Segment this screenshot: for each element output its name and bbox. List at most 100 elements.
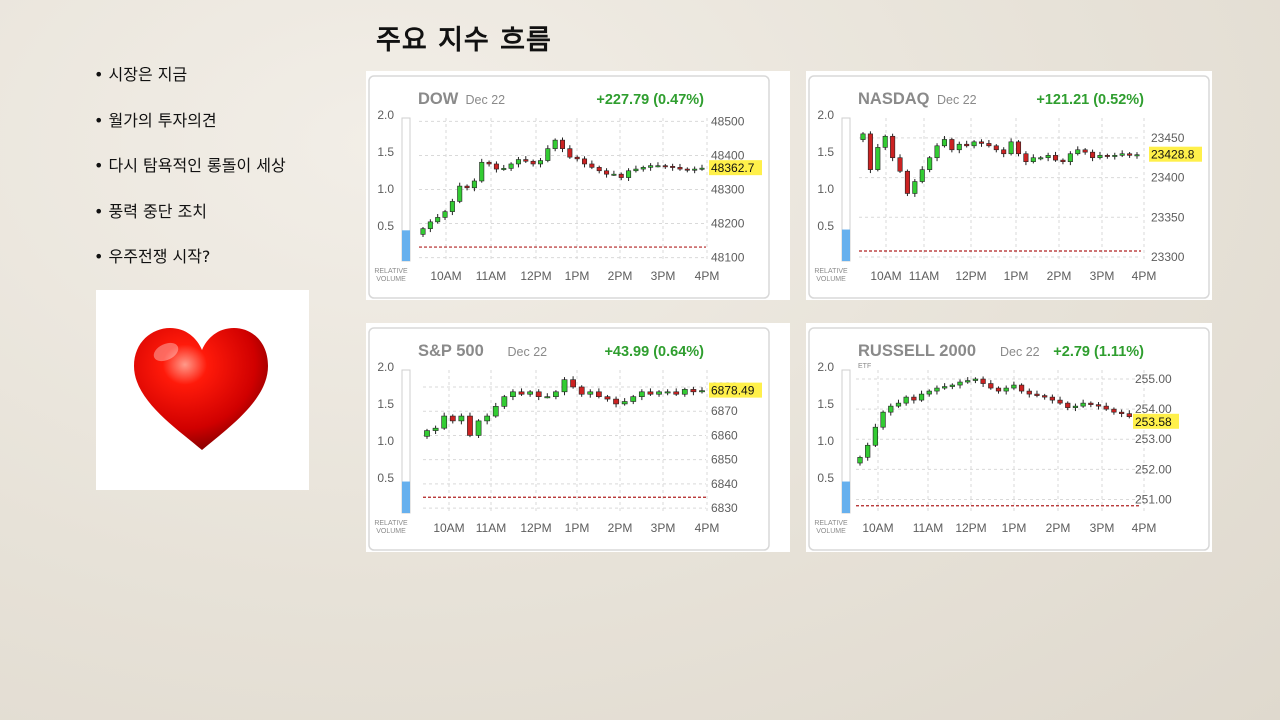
candle-body: [1104, 155, 1110, 157]
candle-body: [986, 143, 992, 147]
candle-body: [919, 169, 925, 182]
candle-body: [865, 444, 871, 458]
candle-body: [690, 389, 697, 393]
volume-label: VOLUME: [376, 276, 406, 283]
candle-body: [1045, 155, 1051, 159]
candle-body: [527, 391, 534, 395]
candle-body: [677, 167, 683, 170]
y-tick-label: 251.00: [1135, 492, 1172, 506]
x-tick-label: 1PM: [565, 521, 590, 535]
candle-body: [912, 181, 918, 194]
y-tick-label: 254.00: [1135, 402, 1172, 416]
candle-body: [479, 161, 485, 182]
chart-frame: [808, 75, 1210, 299]
candle-body: [988, 383, 994, 389]
x-tick-label: 2PM: [1046, 521, 1071, 535]
x-tick-label: 1PM: [565, 269, 590, 283]
candle-body: [927, 157, 933, 170]
x-tick-label: 4PM: [695, 521, 720, 535]
candle-body: [582, 158, 588, 165]
volume-tick-label: 1.0: [377, 434, 394, 448]
candle-body: [1018, 384, 1025, 392]
chart-date: Dec 22: [466, 93, 506, 107]
volume-label: VOLUME: [816, 276, 846, 283]
x-tick-label: 12PM: [520, 269, 551, 283]
candle-body: [424, 430, 430, 437]
y-tick-label: 48100: [711, 251, 745, 265]
candle-body: [1082, 149, 1088, 153]
candle-body: [535, 391, 542, 397]
volume-label: RELATIVE: [814, 268, 848, 275]
candle-body: [1134, 154, 1140, 157]
volume-tick-label: 1.0: [817, 182, 834, 196]
candle-body: [872, 426, 878, 446]
candle-body: [633, 168, 639, 172]
candle-body: [888, 405, 894, 413]
candle-body: [501, 168, 507, 170]
candle-body: [596, 167, 602, 172]
candle-body: [1023, 153, 1029, 162]
candle-body: [638, 391, 645, 397]
candle-body: [664, 391, 671, 394]
chart-frame: [368, 75, 770, 299]
y-tick-label: 253.00: [1135, 432, 1172, 446]
last-price-label: 6878.49: [711, 384, 755, 398]
heart-image: [96, 290, 309, 490]
candle-body: [662, 165, 668, 168]
candle-body: [1111, 408, 1117, 413]
candle-body: [464, 185, 470, 189]
candle-body: [552, 139, 558, 149]
candle-body: [475, 420, 482, 436]
y-tick-label: 252.00: [1135, 462, 1172, 476]
x-tick-label: 4PM: [695, 269, 720, 283]
candle-body: [1103, 405, 1109, 410]
candle-body: [458, 415, 465, 422]
candle-body: [972, 378, 979, 381]
candle-body: [965, 380, 971, 383]
candle-body: [699, 167, 705, 170]
chart-date: Dec 22: [508, 345, 548, 359]
chart-change: +121.21 (0.52%): [1036, 92, 1144, 108]
y-tick-label: 255.00: [1135, 372, 1172, 386]
chart-title: S&P 500: [418, 342, 484, 360]
y-tick-label: 23350: [1151, 210, 1185, 224]
candle-body: [1126, 413, 1132, 417]
volume-tick-label: 0.5: [377, 219, 394, 233]
x-tick-label: 4PM: [1132, 521, 1157, 535]
candle-body: [867, 133, 873, 170]
candle-body: [604, 396, 611, 400]
candle-body: [561, 379, 568, 393]
volume-tick-label: 1.5: [377, 145, 394, 159]
candle-body: [890, 135, 896, 159]
candle-body: [956, 143, 962, 151]
candle-body: [1097, 155, 1103, 159]
candle-body: [640, 167, 646, 170]
candle-body: [515, 159, 521, 165]
x-tick-label: 10AM: [433, 521, 464, 535]
y-tick-label: 6830: [711, 501, 738, 515]
x-tick-label: 10AM: [870, 269, 901, 283]
x-tick-label: 11AM: [476, 521, 506, 535]
x-tick-label: 3PM: [1090, 521, 1115, 535]
volume-tick-label: 1.0: [817, 434, 834, 448]
candle-body: [1060, 159, 1066, 162]
candle-body: [1112, 155, 1118, 157]
candle-body: [589, 163, 595, 168]
y-tick-label: 6840: [711, 477, 738, 491]
candle-body: [435, 217, 441, 223]
candle-body: [656, 391, 662, 395]
last-price-label: 253.58: [1135, 415, 1172, 429]
candle-body: [1003, 387, 1009, 392]
candle-body: [1008, 141, 1014, 155]
candle-body: [684, 168, 690, 171]
candle-body: [655, 165, 661, 168]
chart-panel-sp500: S&P 500 Dec 22 +43.99 (0.64%) 2.0 1.5 1.0 0.5 R…: [366, 323, 790, 552]
x-tick-label: 11AM: [913, 521, 943, 535]
candle-body: [1034, 393, 1040, 396]
candle-body: [621, 401, 628, 405]
candle-body: [1090, 151, 1096, 159]
chart-title: NASDAQ: [858, 90, 930, 108]
candle-body: [544, 396, 551, 399]
volume-tick-label: 1.5: [377, 397, 394, 411]
candle-body: [493, 163, 499, 170]
